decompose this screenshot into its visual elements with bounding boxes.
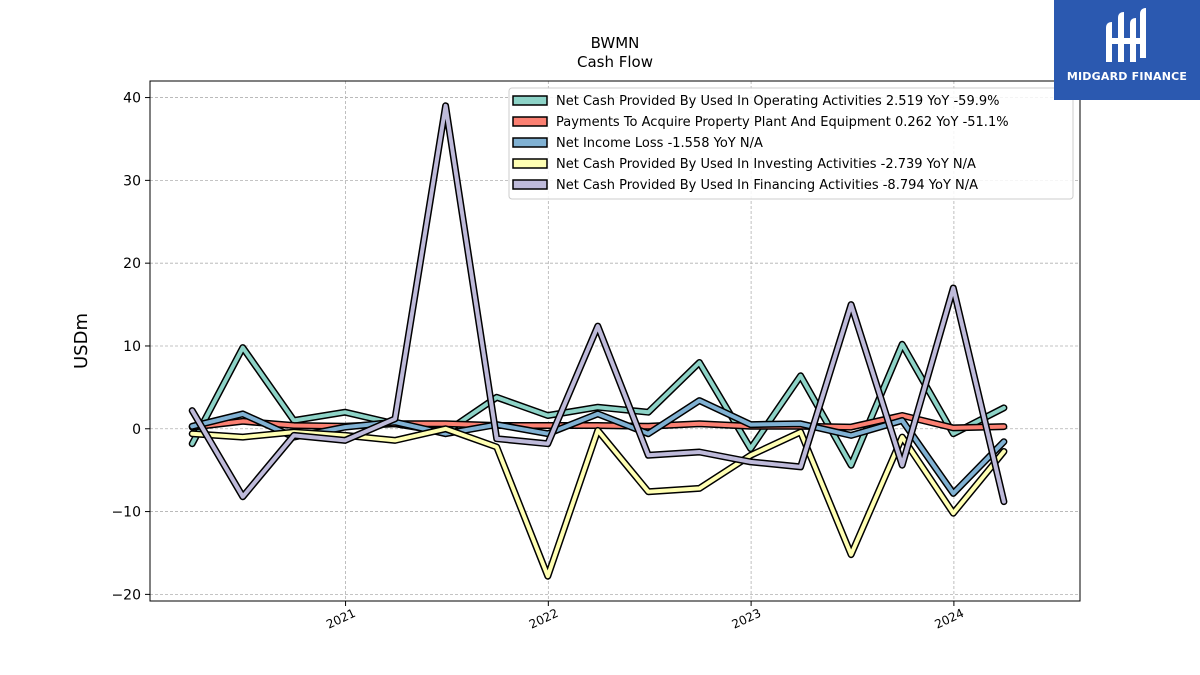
chart-subtitle: Cash Flow [577,53,653,71]
legend-swatch [512,179,548,190]
series-line [190,398,1006,496]
series-lines [188,102,1008,580]
legend-item: Net Income Loss -1.558 YoY N/A [512,136,763,151]
legend-label: Net Cash Provided By Used In Investing A… [556,157,976,172]
y-axis-label: USDm [71,313,92,369]
legend-label: Net Income Loss -1.558 YoY N/A [556,136,763,151]
legend-label: Net Cash Provided By Used In Operating A… [556,94,999,109]
legend-swatch [512,116,548,127]
x-tick-label: 2022 [527,606,561,632]
legend-label: Payments To Acquire Property Plant And E… [556,115,1009,130]
series-2 [188,412,1008,432]
series-line [190,103,1006,504]
y-tick-label: 40 [123,91,141,107]
legend-swatch [512,137,548,148]
y-tick-label: 20 [123,256,141,272]
legend-item: Payments To Acquire Property Plant And E… [512,115,1009,130]
legend: Net Cash Provided By Used In Operating A… [508,87,1074,200]
chart-title: BWMN [591,34,640,52]
axes: 40 30 20 10 0 −10 −20 2021 2022 2023 2024 [111,91,966,632]
x-tick-label: 2021 [324,606,358,632]
legend-item: Net Cash Provided By Used In Operating A… [512,94,999,109]
legend-swatch [512,95,548,106]
y-tick-label: 30 [123,173,141,189]
y-tick-label: −20 [111,587,141,603]
logo-mark-icon [1106,8,1146,62]
series-5 [188,102,1008,506]
legend-swatch [512,158,548,169]
plot-frame [149,80,1081,602]
logo-text: MIDGARD FINANCE [1066,70,1188,83]
series-line [190,413,1006,430]
series-line [190,426,1006,579]
x-tick-label: 2024 [932,606,966,632]
brand-logo: MIDGARD FINANCE [1054,0,1200,100]
y-tick-label: 10 [123,339,141,355]
series-4 [188,425,1008,580]
series-3 [188,397,1008,497]
legend-item: Net Cash Provided By Used In Investing A… [512,157,976,172]
series-outline [188,425,1008,580]
y-tick-label: −10 [111,505,141,521]
legend-label: Net Cash Provided By Used In Financing A… [556,178,978,193]
y-tick-label: 0 [132,422,141,438]
x-tick-label: 2023 [730,606,764,632]
legend-box [508,87,1074,200]
legend-item: Net Cash Provided By Used In Financing A… [512,178,978,193]
